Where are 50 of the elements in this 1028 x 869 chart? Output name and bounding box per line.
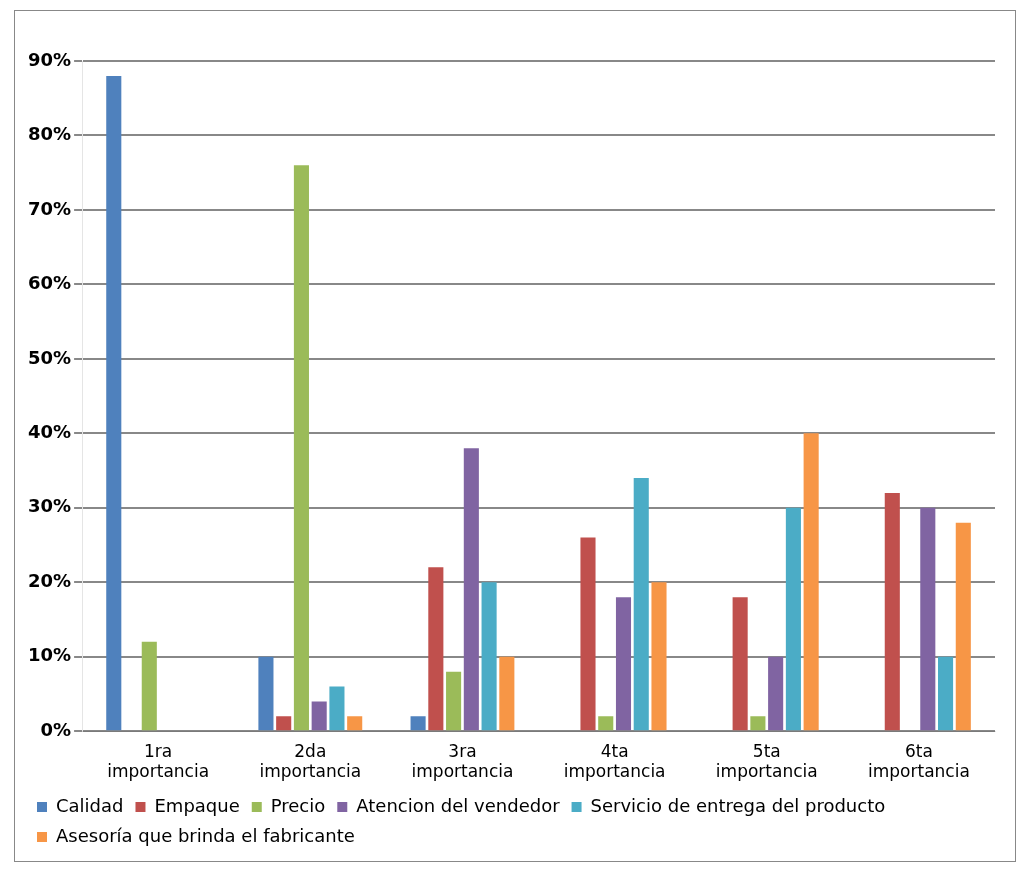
bar: [955, 522, 971, 731]
y-tick-label: 70%: [27, 197, 72, 219]
bar: [446, 671, 462, 731]
y-tick-label: 40%: [27, 421, 72, 443]
bar: [463, 448, 479, 731]
bar: [329, 686, 345, 731]
bar: [938, 656, 954, 731]
bar: [276, 716, 292, 731]
bar: [884, 492, 900, 731]
bar: [785, 507, 801, 731]
bar: [481, 582, 497, 731]
bar: [410, 716, 426, 731]
bar: [598, 716, 614, 731]
bar: [633, 478, 649, 731]
legend-label: Servicio de entrega del producto: [590, 794, 886, 816]
bar: [803, 433, 819, 731]
legend-label: Atencion del vendedor: [356, 794, 561, 816]
bar: [768, 656, 784, 731]
bar: [428, 567, 444, 731]
x-tick-label: 4ta importancia: [563, 740, 666, 782]
y-tick-label: 50%: [27, 346, 72, 368]
bar: [347, 716, 363, 731]
legend-label: Precio: [270, 794, 326, 816]
y-tick-label: 60%: [27, 272, 72, 294]
y-tick-label: 0%: [40, 718, 72, 740]
bar: [750, 716, 766, 731]
bar: [499, 656, 515, 731]
y-tick-label: 10%: [27, 644, 72, 666]
bar: [615, 597, 632, 731]
bar: [141, 641, 157, 731]
y-tick-label: 20%: [27, 569, 72, 591]
x-tick-label: 3ra importancia: [411, 740, 514, 782]
bar: [732, 597, 748, 731]
y-tick-label: 30%: [27, 495, 72, 517]
bar: [920, 507, 936, 731]
legend-label: Asesoría que brinda el fabricante: [56, 824, 355, 846]
x-tick-label: 5ta importancia: [715, 740, 818, 782]
bar: [311, 701, 327, 731]
bar: [651, 582, 667, 731]
y-tick-label: 90%: [27, 48, 72, 70]
legend-label: Calidad: [56, 794, 124, 816]
bar: [580, 537, 596, 731]
bar: [293, 165, 309, 731]
x-tick-label: 2da importancia: [259, 740, 362, 782]
legend-label: Empaque: [154, 794, 240, 816]
bar: [258, 656, 274, 731]
bar: [106, 75, 122, 731]
x-tick-label: 6ta importancia: [868, 740, 970, 782]
y-tick-label: 80%: [27, 123, 72, 145]
x-tick-label: 1ra importancia: [107, 740, 210, 782]
